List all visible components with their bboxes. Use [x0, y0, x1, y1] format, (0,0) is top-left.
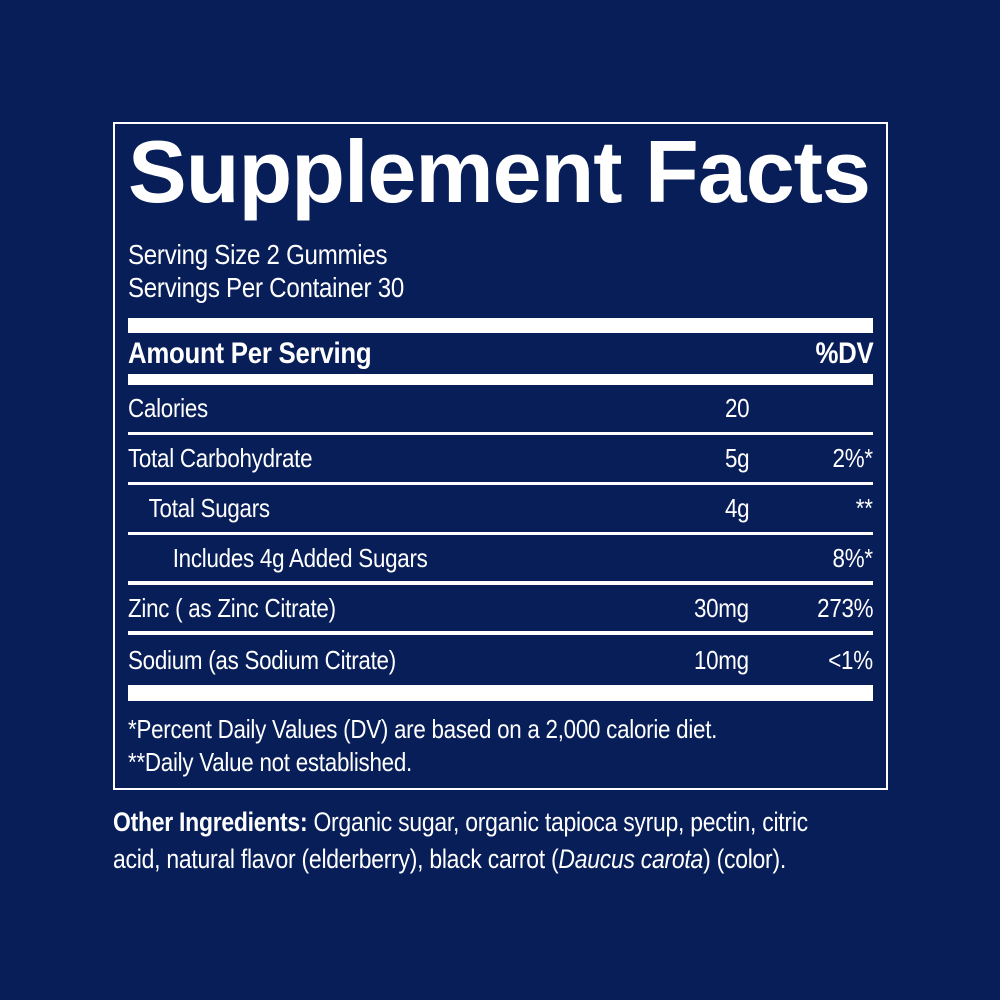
table-row-sodium: Sodium (as Sodium Citrate) 10mg <1%	[128, 635, 873, 685]
footnote-dv-not-established: **Daily Value not established.	[128, 747, 412, 777]
nutrient-name: Calories	[128, 393, 208, 423]
table-row-total-sugars: Total Sugars 4g **	[128, 485, 873, 535]
nutrient-dv: <1%	[828, 644, 873, 675]
panel-title: Supplement Facts	[128, 122, 871, 221]
nutrient-amount: 30mg	[694, 592, 749, 623]
nutrient-name: Sodium (as Sodium Citrate)	[128, 644, 396, 675]
amount-per-serving-header: Amount Per Serving	[128, 336, 372, 370]
other-ingredients-line1: Organic sugar, organic tapioca syrup, pe…	[307, 807, 808, 837]
table-row-total-carbohydrate: Total Carbohydrate 5g 2%*	[128, 435, 873, 485]
serving-size-text: Serving Size 2 Gummies	[128, 239, 388, 270]
table-row-zinc: Zinc ( as Zinc Citrate) 30mg 273%	[128, 585, 873, 635]
percent-dv-header: %DV	[814, 336, 873, 370]
nutrient-amount: 20	[724, 393, 750, 423]
servings-per-container-text: Servings Per Container 30	[128, 272, 404, 303]
supplement-facts-panel: Supplement Facts Serving Size 2 Gummies …	[113, 122, 888, 790]
footnotes: *Percent Daily Values (DV) are based on …	[128, 701, 873, 779]
other-ingredients-line2-before: acid, natural flavor (elderberry), black…	[113, 844, 559, 874]
serving-info: Serving Size 2 Gummies Servings Per Cont…	[128, 238, 873, 304]
other-ingredients: Other Ingredients: Organic sugar, organi…	[113, 804, 808, 878]
table-row-added-sugars: Includes 4g Added Sugars 8%*	[128, 535, 873, 585]
table-header-row: Amount Per Serving %DV	[128, 333, 873, 374]
other-ingredients-line2-after: ) (color).	[703, 844, 786, 874]
nutrient-amount: 10mg	[694, 644, 749, 675]
nutrient-name: Total Carbohydrate	[128, 443, 313, 473]
nutrient-amount: 5g	[724, 443, 750, 473]
nutrient-dv: 2%*	[832, 443, 874, 473]
divider-thick-bottom	[128, 685, 873, 701]
other-ingredients-latin-name: Daucus carota	[558, 844, 704, 874]
nutrient-amount: 4g	[724, 493, 750, 523]
nutrient-name: Zinc ( as Zinc Citrate)	[128, 592, 336, 623]
nutrient-dv: 8%*	[832, 542, 874, 573]
divider-medium-header	[128, 374, 873, 385]
table-row-calories: Calories 20	[128, 385, 873, 435]
divider-thick-top	[128, 318, 873, 333]
nutrient-name: Includes 4g Added Sugars	[172, 542, 428, 573]
footnote-percent-dv: *Percent Daily Values (DV) are based on …	[128, 714, 718, 744]
other-ingredients-label: Other Ingredients:	[113, 807, 308, 837]
nutrient-name: Total Sugars	[148, 493, 270, 523]
nutrient-dv: 273%	[816, 592, 873, 623]
nutrient-dv: **	[856, 493, 873, 523]
